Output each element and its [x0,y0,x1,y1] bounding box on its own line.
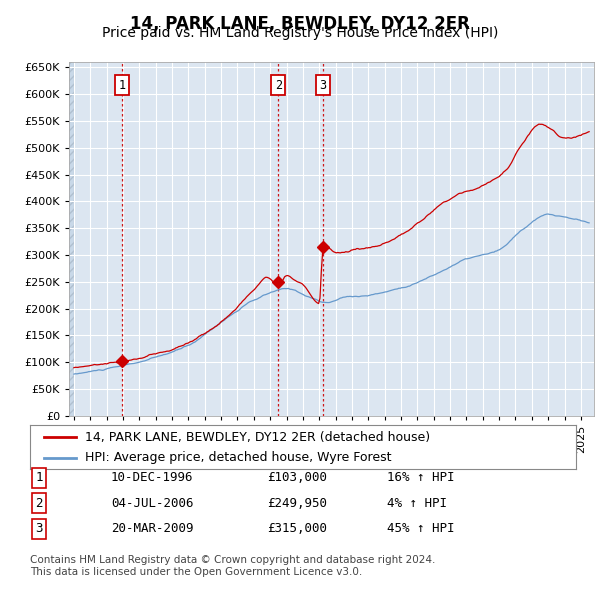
Text: 14, PARK LANE, BEWDLEY, DY12 2ER (detached house): 14, PARK LANE, BEWDLEY, DY12 2ER (detach… [85,431,430,444]
Text: 04-JUL-2006: 04-JUL-2006 [111,497,193,510]
Text: HPI: Average price, detached house, Wyre Forest: HPI: Average price, detached house, Wyre… [85,451,391,464]
Text: 2: 2 [275,78,282,91]
Text: 2: 2 [35,497,43,510]
Text: £249,950: £249,950 [267,497,327,510]
Text: Price paid vs. HM Land Registry's House Price Index (HPI): Price paid vs. HM Land Registry's House … [102,26,498,40]
Text: 1: 1 [35,471,43,484]
Text: 16% ↑ HPI: 16% ↑ HPI [387,471,455,484]
Text: 4% ↑ HPI: 4% ↑ HPI [387,497,447,510]
Text: £315,000: £315,000 [267,522,327,535]
Text: 14, PARK LANE, BEWDLEY, DY12 2ER: 14, PARK LANE, BEWDLEY, DY12 2ER [130,15,470,33]
Text: 3: 3 [35,522,43,535]
Text: 10-DEC-1996: 10-DEC-1996 [111,471,193,484]
Text: 3: 3 [319,78,326,91]
Text: Contains HM Land Registry data © Crown copyright and database right 2024.
This d: Contains HM Land Registry data © Crown c… [30,555,436,577]
Text: 45% ↑ HPI: 45% ↑ HPI [387,522,455,535]
Text: 20-MAR-2009: 20-MAR-2009 [111,522,193,535]
Text: £103,000: £103,000 [267,471,327,484]
Text: 1: 1 [118,78,125,91]
